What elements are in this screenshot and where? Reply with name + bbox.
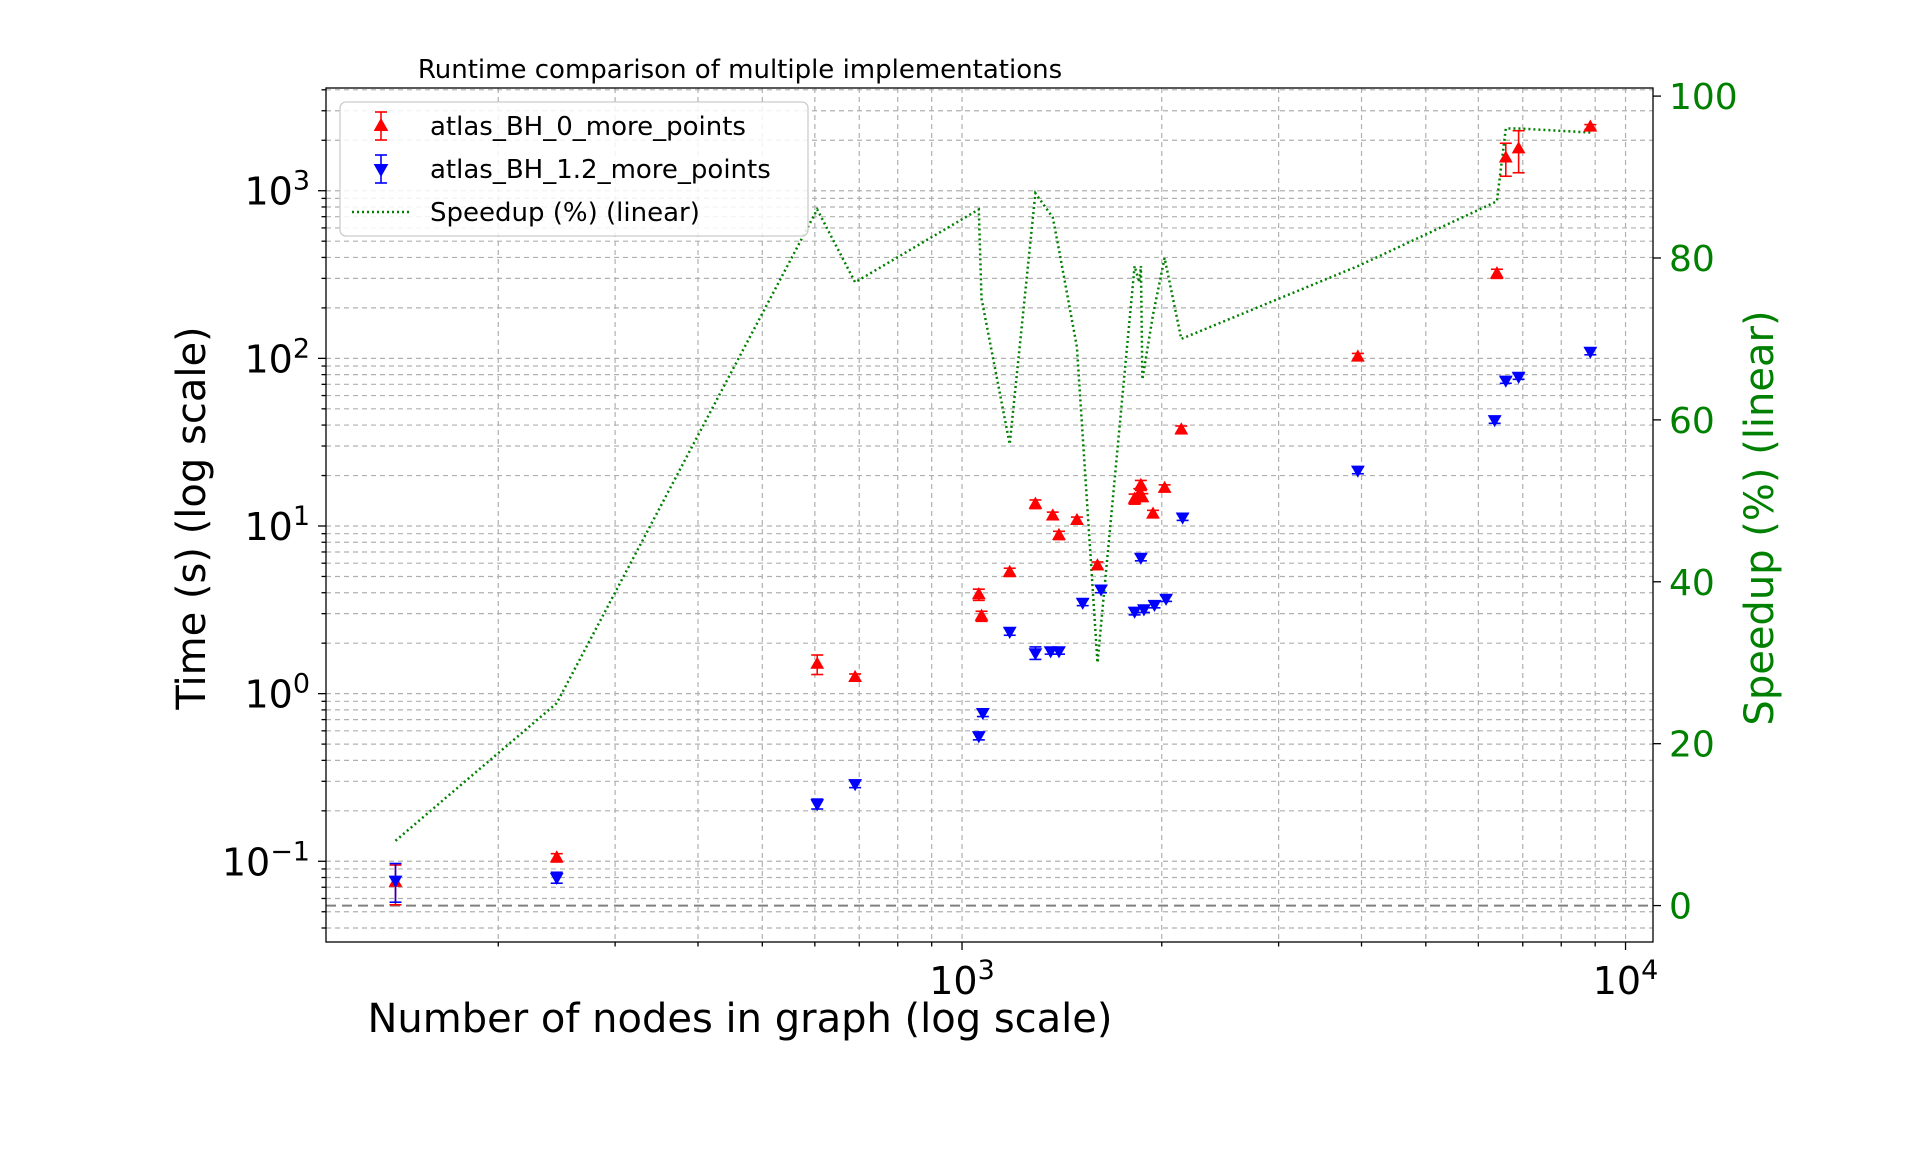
data-point	[1133, 477, 1148, 490]
data-point	[1174, 422, 1189, 435]
data-point	[388, 875, 403, 888]
data-point	[1498, 150, 1513, 163]
data-point	[975, 708, 990, 721]
data-point	[971, 587, 986, 600]
y-axis-label: Time (s) (log scale)	[169, 326, 215, 710]
data-point	[848, 779, 863, 792]
legend-label: Speedup (%) (linear)	[430, 198, 700, 228]
data-point	[1350, 465, 1365, 478]
data-point	[1002, 564, 1017, 577]
data-point	[1090, 558, 1105, 571]
data-point	[1028, 648, 1043, 661]
y-tick-label: 10−1	[222, 836, 310, 884]
data-point	[1133, 552, 1148, 565]
data-point	[1175, 512, 1190, 525]
data-point	[549, 850, 564, 863]
data-point	[1159, 593, 1173, 606]
x-tick-label: 104	[1593, 955, 1659, 1003]
x-axis-label: Number of nodes in graph (log scale)	[368, 996, 1113, 1042]
data-point	[549, 872, 564, 886]
y-axis-ticks: 10−1 100 101 102 103	[222, 89, 326, 929]
data-point	[1511, 141, 1526, 154]
data-point	[1583, 119, 1598, 132]
y2-tick-label: 0	[1669, 887, 1692, 928]
data-point	[974, 608, 989, 621]
data-point	[1028, 496, 1043, 509]
plot-frame	[325, 87, 1654, 943]
legend-box	[339, 101, 809, 237]
x-axis-ticks: 103 104	[497, 942, 1659, 1003]
y2-tick-label: 40	[1669, 563, 1715, 604]
data-point	[810, 656, 825, 669]
series-atlas-bh-0	[388, 119, 1598, 906]
data-point	[1052, 527, 1066, 540]
y2-tick-label: 20	[1669, 725, 1715, 766]
x-tick-label: 103	[929, 955, 995, 1003]
legend: atlas_BH_0_more_points atlas_BH_1.2_more_…	[339, 101, 809, 237]
y-tick-label: 100	[244, 669, 310, 717]
marker-layer	[388, 119, 1598, 906]
legend-marker	[373, 118, 389, 131]
legend-label: atlas_BH_1.2_more_points	[430, 155, 771, 185]
data-point	[1137, 604, 1151, 617]
legend-label: atlas_BH_0_more_points	[430, 112, 746, 142]
chart-title: Runtime comparison of multiple implement…	[418, 55, 1062, 85]
y2-tick-label: 60	[1669, 401, 1715, 442]
legend-marker	[373, 164, 389, 177]
grid	[326, 88, 1653, 942]
speedup-layer	[394, 127, 1591, 842]
data-point	[1002, 626, 1017, 639]
data-point	[810, 799, 825, 812]
data-point	[1487, 415, 1502, 428]
data-point	[1127, 606, 1142, 619]
data-point	[1094, 584, 1108, 597]
y2-tick-label: 100	[1669, 77, 1738, 118]
data-point	[848, 669, 863, 683]
y2-tick-label: 80	[1669, 239, 1715, 280]
data-point	[1045, 508, 1060, 521]
data-point	[1070, 512, 1084, 526]
speedup-series-line	[394, 127, 1591, 842]
data-point	[1511, 371, 1526, 384]
data-point	[1146, 506, 1160, 519]
y2-axis-ticks: 0 20 40 60 80 100	[1653, 77, 1738, 928]
y-tick-label: 101	[244, 501, 310, 549]
data-point	[1147, 599, 1162, 613]
data-point	[1490, 266, 1504, 279]
y2-axis-label: Speedup (%) (linear)	[1737, 310, 1783, 725]
y-tick-label: 103	[244, 166, 310, 214]
series-atlas-bh-1-2	[388, 346, 1598, 904]
data-point	[971, 731, 986, 744]
data-point	[1157, 480, 1172, 493]
data-point	[1075, 597, 1090, 610]
data-point	[1052, 646, 1066, 659]
data-point	[1583, 346, 1598, 359]
y-tick-label: 102	[244, 333, 310, 381]
data-point	[1350, 349, 1365, 362]
data-point	[1135, 489, 1150, 503]
data-point	[1498, 375, 1513, 388]
